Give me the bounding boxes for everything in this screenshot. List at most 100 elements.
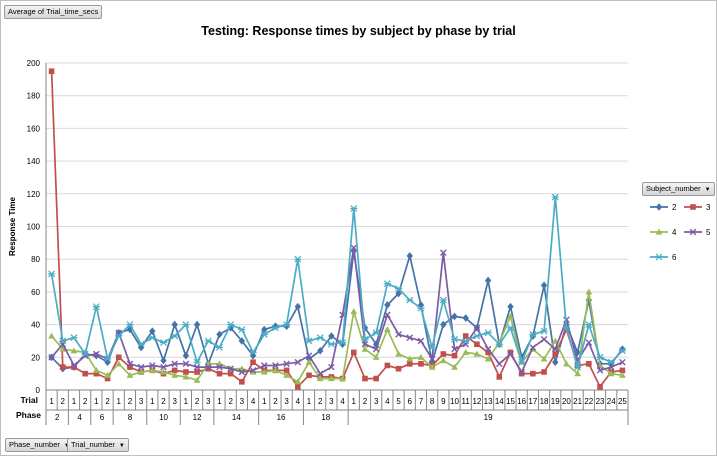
data-point-6	[506, 324, 515, 332]
data-point-4	[137, 368, 145, 375]
x-tick-label-trial: 16	[517, 397, 526, 406]
x-tick-label-trial: 4	[296, 397, 301, 406]
data-point-6	[462, 337, 470, 345]
data-point-3	[82, 370, 88, 377]
legend-label: 4	[672, 228, 677, 237]
legend-label: 6	[672, 253, 677, 262]
data-point-6	[540, 327, 548, 335]
data-point-6	[283, 321, 291, 329]
data-point-5	[193, 363, 201, 371]
data-point-4	[428, 363, 436, 370]
data-point-6	[305, 337, 313, 345]
data-point-5	[361, 340, 369, 348]
data-point-5	[160, 363, 167, 371]
y-tick-label: 80	[31, 255, 40, 264]
x-tick-label-trial: 2	[228, 397, 233, 406]
legend-field-label: Subject_number	[646, 184, 701, 193]
x-row-label-phase: Phase	[16, 410, 41, 420]
data-point-3	[462, 333, 469, 339]
data-point-5	[328, 363, 335, 371]
data-point-5	[428, 355, 436, 363]
legend-label: 5	[706, 228, 711, 237]
data-point-5	[395, 331, 402, 338]
data-point-4	[484, 355, 492, 362]
legend-swatch-marker	[689, 228, 697, 236]
data-point-3	[104, 375, 111, 382]
data-point-5	[238, 368, 246, 376]
y-axis-title: Response Time	[8, 196, 17, 256]
trial-filter-button[interactable]: Trial_number ▼	[67, 438, 129, 452]
data-point-3	[597, 383, 603, 390]
x-tick-label-trial: 1	[49, 397, 54, 406]
data-point-6	[394, 285, 403, 293]
data-point-3	[48, 68, 55, 74]
x-tick-label-trial: 19	[551, 397, 560, 406]
data-point-3	[306, 372, 312, 379]
data-point-2	[238, 337, 246, 345]
legend-swatch-marker	[655, 228, 663, 235]
data-point-2	[518, 353, 525, 362]
x-tick-label-trial: 12	[472, 397, 481, 406]
data-point-6	[137, 340, 145, 348]
data-point-6	[182, 321, 190, 329]
y-tick-label: 120	[27, 190, 41, 199]
x-tick-label-trial: 1	[150, 397, 155, 406]
data-point-6	[596, 353, 604, 361]
x-tick-label-trial: 25	[618, 397, 627, 406]
data-point-3	[496, 374, 503, 380]
data-point-4	[383, 326, 391, 333]
data-point-6	[171, 332, 179, 340]
x-tick-label-trial: 3	[172, 397, 177, 406]
data-point-4	[585, 288, 593, 295]
legend-swatch-marker	[655, 203, 663, 211]
data-point-3	[283, 367, 290, 374]
data-point-4	[193, 376, 201, 383]
data-point-2	[126, 325, 134, 334]
data-point-4	[619, 371, 626, 378]
data-point-6	[585, 321, 593, 329]
data-point-6	[271, 324, 280, 332]
x-tick-label-trial: 1	[262, 397, 267, 406]
data-point-5	[372, 345, 380, 353]
data-point-6	[126, 321, 134, 329]
data-point-6	[338, 339, 347, 347]
y-tick-label: 0	[36, 386, 41, 395]
legend-item-4: 4	[650, 228, 677, 237]
data-point-2	[182, 351, 190, 360]
data-point-5	[596, 367, 604, 374]
data-point-3	[362, 375, 368, 382]
x-tick-label-trial: 2	[105, 397, 110, 406]
data-point-4	[439, 357, 447, 364]
data-point-3	[194, 369, 200, 375]
data-point-2	[93, 351, 100, 360]
phase-filter-button[interactable]: Phase_number ▼	[5, 438, 74, 452]
x-tick-label-trial: 2	[363, 397, 368, 406]
data-point-3	[373, 375, 379, 382]
data-point-4	[395, 350, 402, 357]
data-point-2	[540, 281, 548, 290]
x-tick-label-trial: 2	[61, 397, 66, 406]
data-point-4	[182, 373, 190, 380]
data-point-5	[305, 352, 313, 359]
legend-entries: 2 3 4 5 6	[650, 203, 711, 262]
data-point-2	[507, 302, 514, 311]
data-point-3	[127, 364, 133, 370]
data-point-6	[227, 321, 235, 329]
data-point-2	[552, 358, 559, 367]
data-point-6	[59, 337, 67, 345]
data-point-5	[484, 345, 492, 353]
legend: Subject_number ▼ 2 3 4 5 6	[640, 182, 715, 272]
data-point-4	[417, 353, 425, 360]
legend-field-button[interactable]: Subject_number ▼	[642, 182, 715, 196]
pivot-value-field-button[interactable]: Average of Trial_time_secs	[4, 5, 103, 19]
data-point-3	[474, 341, 480, 348]
data-point-5	[182, 360, 190, 368]
data-point-3	[395, 365, 402, 372]
data-point-6	[551, 193, 559, 201]
x-tick-label-trial: 17	[528, 397, 537, 406]
x-tick-label-phase: 19	[484, 413, 493, 422]
data-point-5	[406, 334, 414, 341]
y-tick-label: 40	[31, 321, 40, 330]
data-point-2	[406, 252, 413, 260]
y-tick-label: 20	[31, 353, 40, 362]
